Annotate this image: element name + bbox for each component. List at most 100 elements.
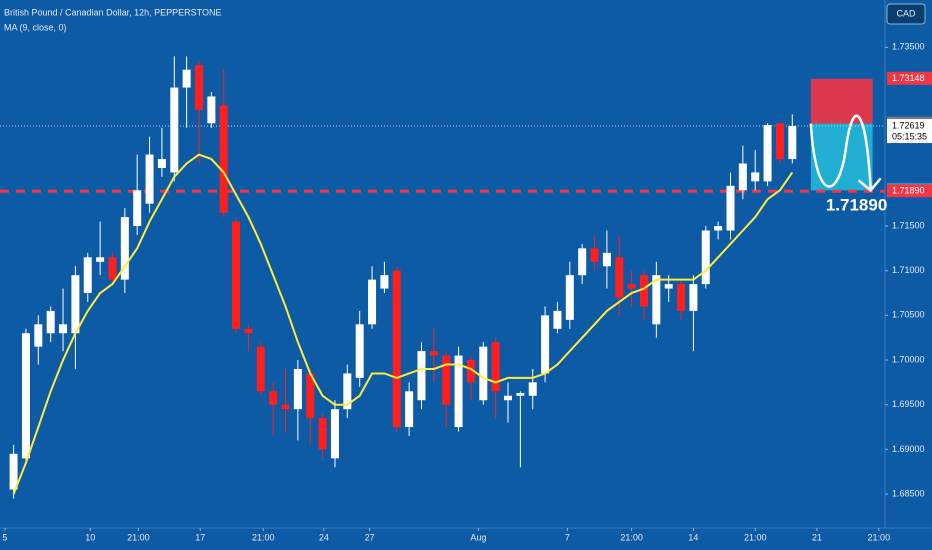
currency-button[interactable]: [886, 3, 926, 25]
candle-body: [170, 87, 179, 173]
candle-body: [429, 351, 438, 356]
x-tick-label: 21:00: [620, 532, 643, 542]
candle-body: [133, 190, 142, 227]
candle-body: [788, 125, 797, 160]
candle-body: [207, 96, 216, 124]
x-tick-label: 5: [2, 532, 7, 542]
candle-body: [306, 373, 315, 419]
candle-body: [701, 230, 710, 285]
x-tick-label: 21:00: [868, 532, 891, 542]
candle-body: [726, 185, 735, 231]
x-tick-label: 21:00: [252, 532, 275, 542]
candle-body: [454, 355, 463, 428]
candle-body: [652, 275, 661, 325]
x-tick-label: 21:00: [127, 532, 150, 542]
y-tick-label: 1.73500: [892, 42, 925, 52]
candle-body: [46, 310, 55, 334]
x-tick-label: 21:00: [744, 532, 767, 542]
candle-body: [639, 275, 648, 307]
candle-body: [368, 279, 377, 325]
candle-body: [677, 284, 686, 311]
x-tick-label: 14: [688, 532, 698, 542]
price-badge-label: 1.72619: [892, 120, 925, 130]
candle-body: [491, 342, 500, 392]
candle-body: [664, 284, 673, 289]
candle-body: [466, 360, 475, 383]
candle-body: [21, 333, 30, 459]
x-tick-label: Aug: [470, 532, 486, 542]
candle-body: [281, 404, 290, 410]
candle-body: [96, 257, 105, 262]
candle-body: [157, 159, 166, 168]
candle-body: [615, 257, 624, 298]
y-tick-label: 1.70000: [892, 354, 925, 364]
candle-body: [442, 355, 451, 405]
candle-body: [71, 275, 80, 334]
chart-title: British Pound / Canadian Dollar, 12h, PE…: [4, 7, 221, 17]
y-tick-label: 1.71500: [892, 220, 925, 230]
candle-body: [602, 252, 611, 267]
candle-body: [763, 125, 772, 182]
candle-body: [380, 275, 389, 289]
candle-body: [479, 346, 488, 401]
moving-average: [12, 153, 794, 495]
candle-body: [516, 393, 525, 396]
candle-body: [59, 324, 68, 334]
y-tick-label: 1.68500: [892, 488, 925, 498]
y-tick-label: 1.69500: [892, 399, 925, 409]
candle-body: [714, 226, 723, 231]
x-tick-label: 24: [319, 532, 329, 542]
x-tick-label: 7: [565, 532, 570, 542]
candle-body: [232, 221, 241, 329]
candle-body: [417, 351, 426, 401]
y-tick-label: 1.70500: [892, 310, 925, 320]
candle-body: [145, 154, 154, 204]
stop-zone: [810, 78, 873, 124]
candle-body: [392, 270, 401, 428]
candle-body: [627, 284, 636, 289]
candle-body: [504, 395, 513, 401]
candle-body: [565, 275, 574, 320]
candle-body: [689, 284, 698, 311]
candle-body: [195, 65, 204, 110]
price-badge: [887, 71, 932, 85]
candle-body: [751, 172, 760, 182]
price-badge: [887, 184, 932, 198]
candle-body: [34, 324, 43, 347]
candle-body: [578, 248, 587, 276]
candle-body: [293, 368, 302, 410]
candle-body: [343, 373, 352, 410]
candle-body: [541, 315, 550, 374]
price-badge-label: 1.71890: [892, 186, 925, 196]
arrowhead: [857, 177, 882, 193]
target-zone: [810, 123, 873, 191]
x-tick-label: 17: [195, 532, 205, 542]
x-tick-label: 27: [365, 532, 375, 542]
annotation: 1.71890: [826, 196, 887, 215]
y-tick-label: 1.69000: [892, 444, 925, 454]
countdown: 05:15:35: [892, 131, 927, 141]
x-tick-label: 10: [85, 532, 95, 542]
candle-body: [318, 418, 327, 450]
x-tick-label: 21: [812, 532, 822, 542]
candle-body: [244, 328, 253, 334]
candle-body: [355, 324, 364, 378]
candle-body: [108, 257, 117, 280]
candle-body: [9, 453, 18, 490]
candle-body: [182, 69, 191, 88]
candle-body: [738, 163, 747, 191]
candle-body: [330, 409, 339, 459]
candle-body: [405, 391, 414, 428]
candle-body: [219, 105, 228, 213]
candle-body: [528, 382, 537, 396]
candle-body: [256, 346, 265, 392]
price-badge-label: 1.73148: [892, 73, 925, 83]
candle-body: [83, 257, 92, 294]
candle-body: [269, 391, 278, 405]
y-tick-label: 1.71000: [892, 265, 925, 275]
candle-body: [775, 123, 784, 160]
arrow: [809, 114, 872, 189]
